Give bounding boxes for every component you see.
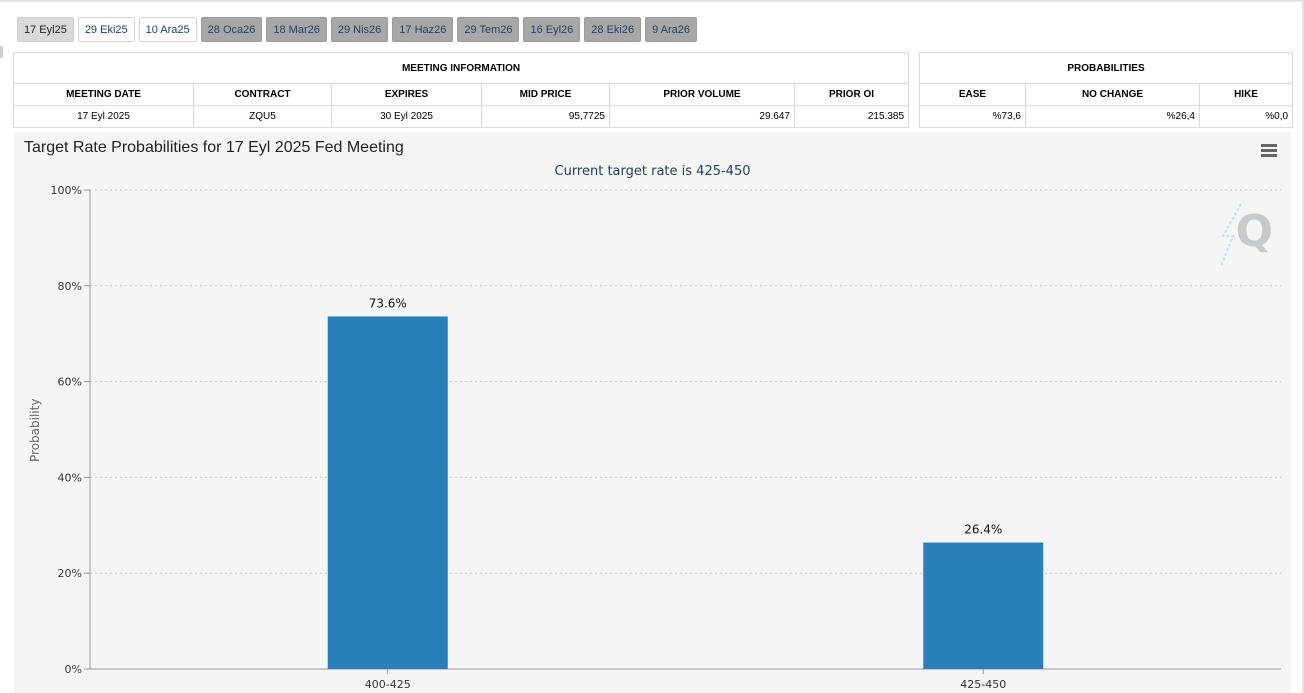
tab-17-haz26[interactable]: 17 Haz26 (392, 17, 454, 42)
col-prior-oi: PRIOR OI (793, 83, 910, 106)
x-tick-label-425-450: 425-450 (960, 678, 1006, 691)
prior-volume-value: 29.647 (609, 105, 795, 128)
x-tick-label-400-425: 400-425 (365, 678, 411, 691)
col-meeting-date: MEETING DATE (13, 83, 194, 106)
y-tick-label: 100% (51, 184, 82, 197)
tab-29-tem26[interactable]: 29 Tem26 (457, 17, 520, 42)
col-prior-volume: PRIOR VOLUME (609, 83, 795, 106)
col-expires: EXPIRES (331, 83, 482, 106)
col-contract: CONTRACT (193, 83, 332, 106)
no-change-value: %26,4 (1025, 105, 1200, 128)
col-no-change: NO CHANGE (1025, 83, 1200, 106)
ease-value: %73,6 (919, 105, 1026, 128)
probabilities-heading: PROBABILITIES (918, 52, 1294, 84)
chart-title: Target Rate Probabilities for 17 Eyl 202… (24, 139, 404, 156)
table-row: %73,6 %26,4 %0,0 (919, 105, 1294, 128)
data-label-425-450: 26.4% (964, 523, 1002, 537)
tab-29-eki25[interactable]: 29 Eki25 (77, 17, 135, 42)
tab-18-mar26[interactable]: 18 Mar26 (266, 17, 327, 42)
top-border (0, 0, 1304, 2)
tab-17-eyl25[interactable]: 17 Eyl25 (17, 17, 74, 42)
meeting-information-table: MEETING INFORMATION MEETING DATE CONTRAC… (12, 52, 910, 128)
tab-28-eki26[interactable]: 28 Eki26 (584, 17, 642, 42)
chart-plot: 0% 20% 40% 60% 80% 100% 73.6% 400-425 26.4% 425-4… (51, 184, 1281, 691)
mid-price-value: 95,7725 (481, 105, 610, 128)
bar-400-425 (327, 316, 448, 669)
y-tick-label: 60% (58, 376, 82, 389)
quikstrike-logo: Q (1217, 202, 1273, 268)
meeting-information-heading: MEETING INFORMATION (12, 52, 910, 84)
y-tick-label: 20% (58, 567, 82, 580)
tab-16-eyl26[interactable]: 16 Eyl26 (523, 17, 581, 42)
chart-subtitle: Current target rate is 425-450 (554, 164, 751, 179)
probabilities-table: PROBABILITIES EASE NO CHANGE HIKE %73,6 … (918, 52, 1294, 128)
col-mid-price: MID PRICE (481, 83, 610, 106)
contract-value: ZQU5 (193, 105, 332, 128)
col-hike: HIKE (1198, 83, 1294, 106)
y-tick-label: 0% (65, 663, 82, 676)
bar-425-450 (923, 542, 1044, 669)
y-tick-label: 40% (58, 471, 82, 484)
tab-28-oca26[interactable]: 28 Oca26 (200, 17, 263, 42)
tab-10-ara25[interactable]: 10 Ara25 (138, 17, 197, 42)
meeting-date-value: 17 Eyl 2025 (13, 105, 194, 128)
expires-value: 30 Eyl 2025 (331, 105, 482, 128)
right-edge (1302, 0, 1304, 693)
target-rate-chart: 0% 20% 40% 60% 80% 100% 73.6% 400-425 26.4% 425-4… (14, 132, 1291, 693)
left-edge-handle (0, 46, 3, 58)
tab-29-nis26[interactable]: 29 Nis26 (330, 17, 389, 42)
data-label-400-425: 73.6% (369, 296, 407, 310)
y-axis-title: Probability (28, 398, 42, 462)
meeting-date-tabs: 17 Eyl25 29 Eki25 10 Ara25 28 Oca26 18 Mar26… (17, 17, 698, 42)
col-ease: EASE (919, 83, 1026, 106)
prior-oi-value: 215.385 (793, 105, 910, 128)
hike-value: %0,0 (1198, 105, 1294, 128)
tab-9-ara26[interactable]: 9 Ara26 (645, 17, 698, 42)
table-row: 17 Eyl 2025 ZQU5 30 Eyl 2025 95,7725 29.… (13, 105, 910, 128)
hamburger-menu-icon[interactable] (1261, 144, 1277, 157)
y-tick-label: 80% (58, 280, 82, 293)
